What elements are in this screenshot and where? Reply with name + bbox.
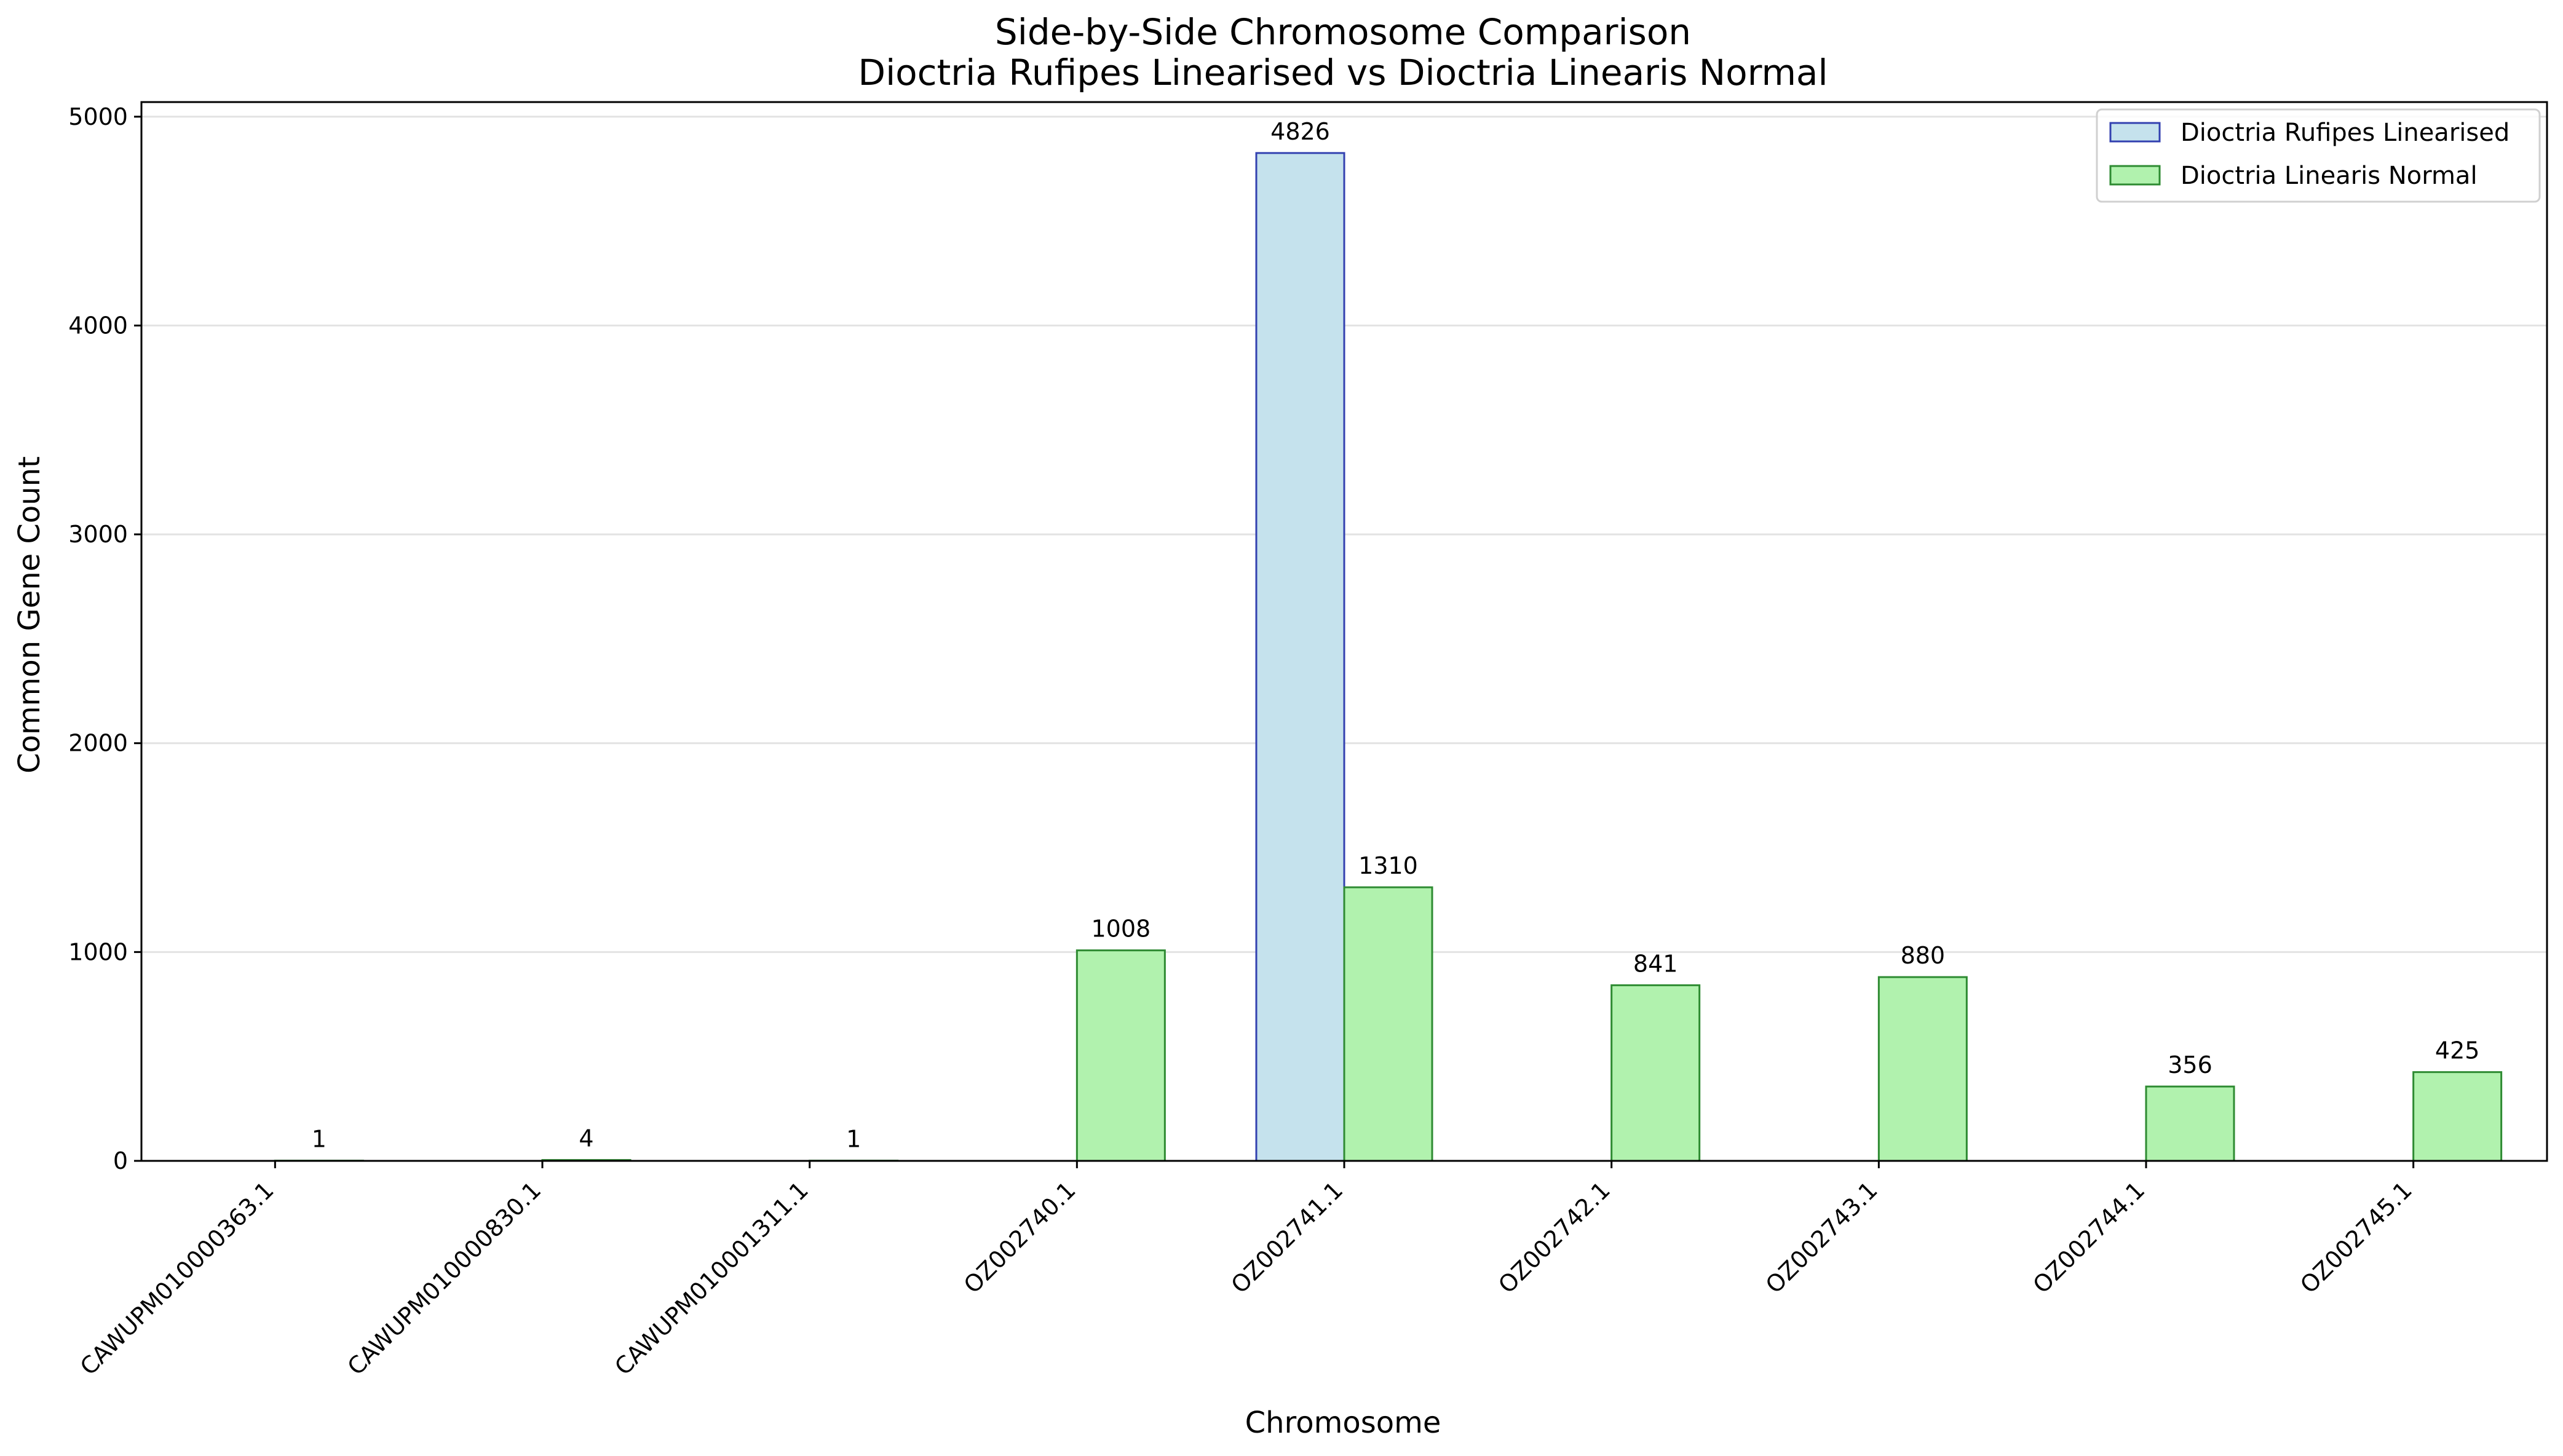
data-label: 425 <box>2435 1037 2480 1064</box>
data-label: 880 <box>1901 942 1946 969</box>
legend-swatch-rufipes <box>2109 122 2161 143</box>
legend-label-linearis: Dioctria Linearis Normal <box>2181 162 2478 190</box>
data-labels-layer: 1 4 1 1008 4826 1310 841 880 356 425 <box>312 118 2480 1153</box>
y-tick-label: 5000 <box>68 103 128 130</box>
bar-linearis <box>2145 1085 2235 1162</box>
bars-layer <box>274 152 2503 1162</box>
bar-linearis <box>2412 1071 2503 1162</box>
chart-subtitle: Dioctria Rufipes Linearised vs Dioctria … <box>858 52 1828 93</box>
x-tick-label: OZ002743.1 <box>1761 1176 1883 1299</box>
bar-linearis <box>1076 949 1166 1162</box>
legend-swatch-linearis <box>2109 165 2161 186</box>
y-axis-title: Common Gene Count <box>12 456 47 774</box>
bar-rufipes <box>1255 152 1345 1162</box>
data-label: 1310 <box>1358 852 1418 879</box>
x-tick-label: OZ002745.1 <box>2295 1176 2417 1299</box>
legend-frame <box>2096 108 2541 203</box>
x-tick-label: OZ002741.1 <box>1226 1176 1348 1299</box>
x-tick-label: CAWUPM010000830.1 <box>342 1176 546 1380</box>
y-tick-label: 4000 <box>68 312 128 339</box>
x-tick-label: OZ002740.1 <box>959 1176 1081 1299</box>
data-label: 1 <box>846 1126 861 1153</box>
y-tick-label: 3000 <box>68 521 128 548</box>
data-label: 4826 <box>1270 118 1330 145</box>
bar-linearis <box>1877 976 1968 1162</box>
x-axis-title: Chromosome <box>1245 1406 1441 1440</box>
x-tick-label: CAWUPM010001311.1 <box>609 1176 814 1380</box>
data-label: 841 <box>1633 950 1678 977</box>
x-tick-label: CAWUPM010000363.1 <box>75 1176 279 1380</box>
data-label: 1 <box>312 1126 327 1153</box>
y-tick-label: 0 <box>113 1147 128 1174</box>
data-label: 4 <box>579 1125 593 1152</box>
chart-title: Side-by-Side Chromosome Comparison <box>995 11 1691 53</box>
data-label: 356 <box>2168 1051 2212 1078</box>
x-tick-label: OZ002742.1 <box>1493 1176 1615 1299</box>
data-label: 1008 <box>1091 916 1151 943</box>
legend-label-rufipes: Dioctria Rufipes Linearised <box>2181 119 2510 147</box>
y-tick-label: 2000 <box>68 730 128 757</box>
plot-frame <box>140 101 2548 1162</box>
bar-linearis <box>1343 886 1433 1162</box>
bar-linearis <box>1610 984 1701 1162</box>
legend: Dioctria Rufipes Linearised Dioctria Lin… <box>2096 108 2541 203</box>
y-tick-label: 1000 <box>68 938 128 965</box>
x-tick-label: OZ002744.1 <box>2027 1176 2150 1299</box>
